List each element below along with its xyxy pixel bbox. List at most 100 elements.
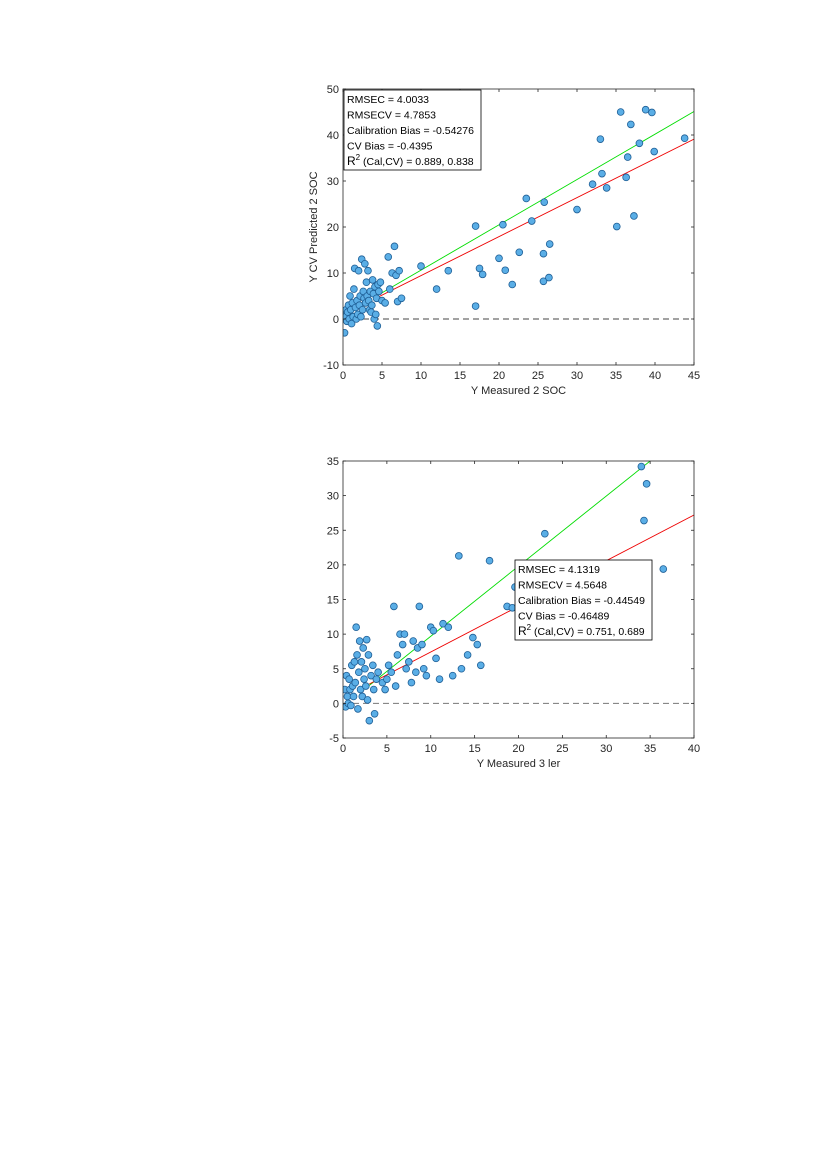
data-point xyxy=(475,264,484,273)
y-tick-label: 25 xyxy=(327,525,339,537)
rmsec-text: RMSEC = 4.1319 xyxy=(518,564,600,576)
data-point xyxy=(354,266,363,275)
data-point xyxy=(415,602,424,611)
data-point xyxy=(390,242,399,251)
data-point xyxy=(409,637,418,645)
data-point xyxy=(346,292,354,300)
stats-box: RMSEC = 4.1319 RMSECV = 4.5648 Calibrati… xyxy=(514,559,653,641)
data-point xyxy=(350,658,359,666)
y-tick-label: -10 xyxy=(323,360,339,372)
data-point xyxy=(359,644,367,652)
data-point xyxy=(352,623,360,631)
data-point xyxy=(435,675,444,683)
data-point xyxy=(371,310,380,319)
data-point xyxy=(351,678,360,687)
y-tick-label: 10 xyxy=(327,268,339,280)
data-point xyxy=(381,685,389,694)
x-axis: 0 5 10 15 20 25 30 35 40 45 xyxy=(340,89,700,382)
data-point xyxy=(463,651,472,659)
x-tick-label: 35 xyxy=(610,370,622,382)
data-point xyxy=(368,301,376,310)
y-tick-label: 35 xyxy=(327,456,339,468)
data-point xyxy=(361,259,369,268)
data-point xyxy=(419,664,428,673)
y-axis: -10 0 10 20 30 40 50 xyxy=(323,84,694,372)
x-tick-label: 10 xyxy=(425,743,437,755)
x-axis-label: Y Measured 2 SOC xyxy=(471,385,566,397)
x-tick-label: 20 xyxy=(512,743,524,755)
cv-bias-text: CV Bias = -0.4395 xyxy=(347,141,433,153)
data-point xyxy=(642,480,651,488)
x-tick-label: 25 xyxy=(532,370,544,382)
data-point xyxy=(627,120,635,129)
x-tick-label: 40 xyxy=(649,370,661,382)
data-point xyxy=(385,285,394,293)
data-point xyxy=(680,134,689,143)
x-tick-label: 10 xyxy=(415,370,427,382)
data-point xyxy=(457,664,466,673)
data-point xyxy=(387,668,396,677)
data-point xyxy=(343,329,349,337)
y-tick-label: 40 xyxy=(327,130,339,142)
data-point xyxy=(432,285,441,293)
x-axis-label: Y Measured 3 ler xyxy=(477,758,561,770)
r-squared-text: R2 (Cal,CV) = 0.889, 0.838 xyxy=(347,153,474,168)
data-point xyxy=(363,696,372,704)
data-point xyxy=(357,312,365,321)
data-point xyxy=(478,270,487,279)
rmsecv-text: RMSECV = 4.7853 xyxy=(347,110,436,122)
data-point xyxy=(439,619,447,628)
y-axis: -5 0 5 10 15 20 25 30 35 xyxy=(327,456,694,745)
data-point xyxy=(622,173,630,182)
data-point xyxy=(374,668,382,677)
data-point xyxy=(596,135,605,143)
data-point xyxy=(444,266,453,275)
x-tick-label: 30 xyxy=(571,370,583,382)
data-point xyxy=(640,516,648,525)
data-point xyxy=(384,661,393,670)
data-point xyxy=(659,565,668,573)
data-point xyxy=(422,671,431,680)
data-point xyxy=(612,222,621,231)
y-tick-label: 0 xyxy=(333,698,339,710)
data-point xyxy=(412,668,420,677)
data-point xyxy=(573,205,581,214)
data-point xyxy=(365,716,374,725)
data-point xyxy=(345,675,353,683)
data-point xyxy=(400,630,409,638)
data-point xyxy=(383,675,391,683)
data-point xyxy=(347,701,355,710)
data-point xyxy=(471,222,480,230)
data-point xyxy=(508,280,517,289)
data-point xyxy=(372,675,381,683)
data-point xyxy=(375,287,383,296)
rmsecv-text: RMSECV = 4.5648 xyxy=(518,580,607,592)
data-point xyxy=(469,633,477,642)
y-axis-label: Y CV Predicted 2 SOC xyxy=(308,171,320,282)
data-point xyxy=(353,651,361,659)
calibration-bias-text: Calibration Bias = -0.54276 xyxy=(347,125,474,137)
y-tick-label: 5 xyxy=(333,664,339,676)
data-point xyxy=(393,651,402,659)
data-point xyxy=(539,249,548,258)
data-point xyxy=(354,705,362,713)
y-tick-label: 30 xyxy=(327,176,339,188)
data-point xyxy=(602,184,611,192)
data-point xyxy=(485,556,494,565)
data-point xyxy=(390,602,398,611)
data-point xyxy=(381,299,389,307)
data-point xyxy=(545,273,553,282)
data-point xyxy=(362,682,370,690)
calibration-bias-text: Calibration Bias = -0.44549 xyxy=(518,595,645,607)
data-point xyxy=(641,105,650,114)
y-tick-label: 50 xyxy=(327,84,339,96)
data-point xyxy=(355,637,364,645)
fit-line-red xyxy=(376,138,694,299)
y-tick-label: 30 xyxy=(327,491,339,503)
data-point xyxy=(616,108,625,116)
y-tick-label: 0 xyxy=(333,314,339,326)
x-tick-label: 20 xyxy=(493,370,505,382)
rmsec-text: RMSEC = 4.0033 xyxy=(347,94,429,106)
